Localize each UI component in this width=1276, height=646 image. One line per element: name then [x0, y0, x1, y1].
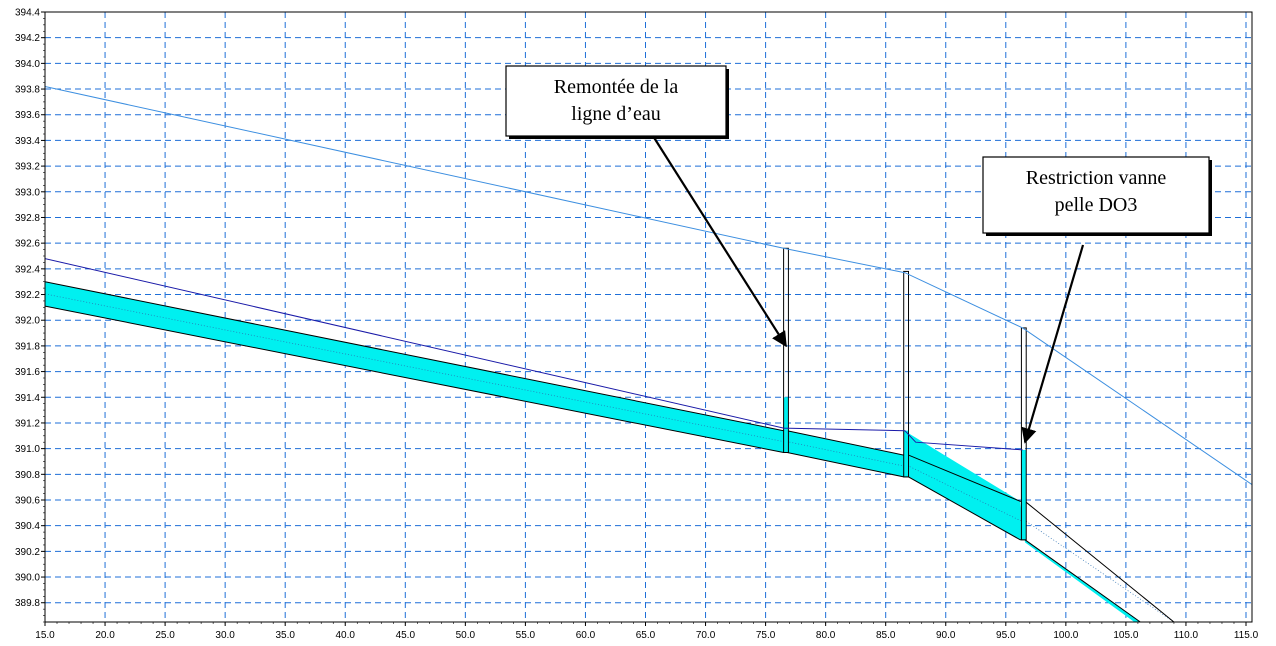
x-tick-label: 40.0: [336, 630, 356, 641]
x-tick-label: 105.0: [1113, 630, 1138, 641]
x-tick-label: 30.0: [215, 630, 235, 641]
callout-text: pelle DO3: [1055, 194, 1138, 216]
y-tick-label: 394.2: [15, 33, 40, 44]
callout-box: [982, 156, 1210, 234]
y-tick-label: 390.6: [15, 496, 40, 507]
x-tick-label: 60.0: [576, 630, 596, 641]
y-tick-label: 390.8: [15, 470, 40, 481]
axes: 15.0 20.0 25.0 30.0 35.0 40.0 45.0 50.0 55.0 60.0…: [15, 8, 1259, 642]
x-tick-label: 45.0: [396, 630, 416, 641]
manhole: [903, 270, 910, 478]
y-tick-label: 393.6: [15, 110, 40, 121]
x-tick-label: 75.0: [756, 630, 776, 641]
y-tick-label: 392.8: [15, 213, 40, 224]
x-tick-label: 90.0: [936, 630, 956, 641]
y-tick-label: 392.2: [15, 290, 40, 301]
y-tick-label: 391.2: [15, 418, 40, 429]
x-tick-label: 95.0: [996, 630, 1016, 641]
y-tick-label: 393.0: [15, 187, 40, 198]
callout-arrow: [1021, 244, 1085, 444]
y-tick-label: 391.0: [15, 444, 40, 455]
x-tick-label: 55.0: [516, 630, 536, 641]
callout-text: Restriction vanne: [1026, 167, 1167, 189]
x-tick-label: 20.0: [95, 630, 115, 641]
y-tick-label: 391.6: [15, 367, 40, 378]
y-tick-label: 391.8: [15, 341, 40, 352]
y-tick-label: 390.4: [15, 521, 40, 532]
x-tick-label: 80.0: [816, 630, 836, 641]
x-tick-label: 85.0: [876, 630, 896, 641]
y-tick-label: 390.2: [15, 547, 40, 558]
x-tick-label: 65.0: [636, 630, 656, 641]
x-tick-label: 115.0: [1234, 630, 1259, 641]
callout-text: ligne d’eau: [571, 103, 660, 125]
y-tick-label: 392.6: [15, 239, 40, 250]
manhole-water: [783, 397, 789, 453]
annotations: Remontée de la ligne d’eau Restriction van…: [505, 65, 1212, 444]
x-tick-label: 15.0: [35, 630, 55, 641]
y-tick-label: 389.8: [15, 598, 40, 609]
x-tick-label: 100.0: [1053, 630, 1078, 641]
manhole-water: [903, 430, 909, 477]
y-tick-label: 394.4: [15, 8, 40, 19]
x-tick-label: 50.0: [456, 630, 476, 641]
y-tick-label: 393.2: [15, 162, 40, 173]
manhole-water: [1021, 449, 1027, 540]
y-tick-label: 393.8: [15, 85, 40, 96]
water-line: [45, 258, 1023, 451]
plot-frame: [44, 11, 1253, 623]
plot-area: [45, 86, 1252, 622]
y-tick-label: 390.0: [15, 573, 40, 584]
x-tick-label: 25.0: [155, 630, 175, 641]
y-tick-label: 392.4: [15, 264, 40, 275]
y-tick-label: 393.4: [15, 136, 40, 147]
ground-line: [45, 86, 1252, 486]
y-tick-label: 392.0: [15, 316, 40, 327]
y-tick-label: 394.0: [15, 59, 40, 70]
x-tick-label: 35.0: [275, 630, 295, 641]
callout-text: Remontée de la: [554, 76, 679, 98]
callout-arrow: [652, 135, 787, 348]
y-tick-label: 391.4: [15, 393, 40, 404]
callout-box: [505, 65, 727, 137]
x-tick-label: 70.0: [696, 630, 716, 641]
x-tick-label: 110.0: [1174, 630, 1199, 641]
